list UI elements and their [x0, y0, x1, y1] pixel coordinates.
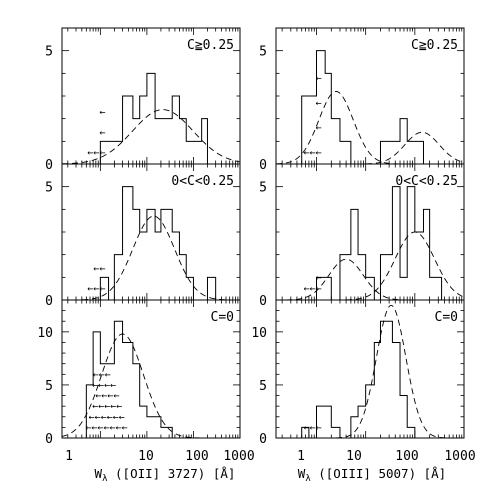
upper-limit-arrow: ←←←: [93, 369, 111, 380]
gaussian-fit-curve: [275, 91, 464, 165]
upper-limit-arrow: ←: [315, 272, 321, 283]
x-tick-label: 1: [297, 449, 305, 464]
x-tick-label: 100: [395, 449, 418, 464]
x-tick-label: 1000: [223, 449, 254, 464]
panel-label: C=0: [211, 310, 234, 325]
y-tick-label: 0: [45, 294, 53, 309]
gaussian-fit-curve: [276, 304, 464, 439]
upper-limit-arrow: ←←: [93, 263, 105, 274]
y-tick-label: 5: [45, 45, 53, 60]
y-tick-label: 0: [259, 432, 267, 447]
y-tick-label: 5: [259, 379, 267, 394]
histogram-steps: [301, 320, 416, 439]
x-tick-label: 100: [185, 449, 208, 464]
upper-limit-arrow: ←: [99, 127, 105, 138]
x-tick-label: 1: [65, 449, 73, 464]
histogram-steps: [301, 186, 443, 301]
upper-limit-arrow: ←←←: [303, 284, 321, 295]
upper-limit-arrow: ←←←: [87, 284, 105, 295]
panels: 05←←←←←C≧0.2505←←←←←←C≧0.2505←←←←←0<C<0.…: [37, 27, 465, 447]
gaussian-fit-curve: [61, 333, 240, 439]
upper-limit-arrow: ←: [99, 107, 105, 118]
panel-oiii-c0: 0 5 10 ←←← C=0: [251, 299, 465, 447]
gaussian-fit-curve: [61, 109, 241, 165]
panel-label: 0<C<0.25: [171, 174, 234, 189]
upper-limit-arrow: ←←←←←←←: [85, 422, 127, 433]
histogram-steps: [301, 50, 442, 165]
y-tick-label: 5: [259, 181, 267, 196]
x-tick-label: 10: [346, 449, 362, 464]
gaussian-fit-curve: [62, 215, 240, 301]
upper-limit-arrow: ←←←←←: [92, 401, 122, 412]
upper-limit-arrow: ←: [315, 73, 321, 84]
y-tick-label: 5: [45, 181, 53, 196]
y-tick-label: 10: [251, 326, 267, 341]
panel-label: C=0: [435, 310, 458, 325]
panel-label: C≧0.25: [187, 38, 234, 53]
histogram-steps: [86, 186, 226, 301]
x-tick-label: 10: [138, 449, 154, 464]
x-axis-label-right: Wλ ([OIII] 5007) [Å]: [298, 466, 446, 484]
y-tick-label: 5: [45, 379, 53, 394]
y-tick-label: 0: [45, 432, 53, 447]
histogram-steps: [86, 72, 219, 165]
upper-limit-arrow: ←: [315, 98, 321, 109]
panel-oiii-mid: 0 5 ←←←← 0<C<0.25: [259, 163, 465, 309]
plot-frame: [275, 299, 465, 439]
upper-limit-arrow: ←←←←: [95, 391, 119, 402]
histogram-steps: [85, 320, 187, 439]
y-tick-label: 0: [259, 294, 267, 309]
panel-oii-mid: 05←←←←←0<C<0.25: [45, 163, 241, 309]
y-tick-label: 5: [259, 45, 267, 60]
upper-limit-arrow: ←←←←←←: [89, 412, 125, 423]
upper-limit-arrow: ←←←: [303, 422, 321, 433]
upper-limit-arrow: ←: [315, 123, 321, 134]
panel-label: C≧0.25: [411, 38, 458, 53]
y-tick-label: 0: [45, 158, 53, 173]
panel-oii-hi: 05←←←←←C≧0.25: [45, 27, 241, 173]
panel-oiii-hi: 05←←←←←←C≧0.25: [259, 27, 465, 173]
y-tick-label: 0: [259, 158, 267, 173]
upper-limit-arrow: ←←←←: [92, 380, 116, 391]
x-axis-label-left: Wλ ([OII] 3727) [Å]: [95, 466, 236, 484]
upper-limit-arrow: ←←←: [303, 148, 321, 159]
panel-label: 0<C<0.25: [395, 174, 458, 189]
upper-limit-arrow: ←←←: [87, 148, 105, 159]
x-tick-label: 1000: [444, 449, 475, 464]
y-tick-label: 10: [37, 326, 53, 341]
plot-frame: [61, 299, 241, 439]
